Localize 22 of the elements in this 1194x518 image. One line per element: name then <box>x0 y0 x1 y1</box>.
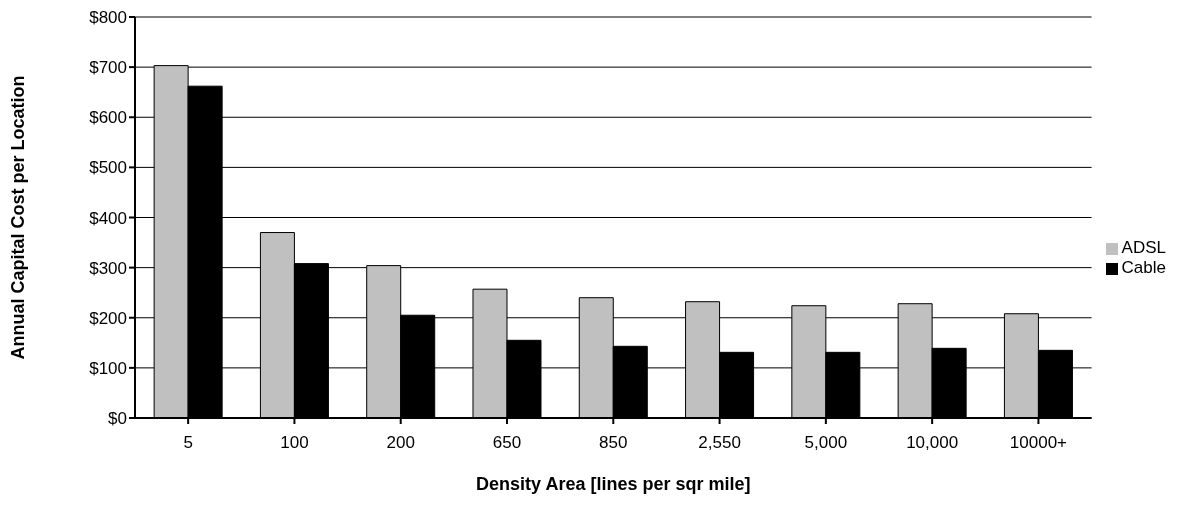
x-tick-label: 650 <box>492 433 522 453</box>
y-tick-label: $100 <box>89 358 127 378</box>
x-tick-label: 10,000 <box>906 433 959 453</box>
y-tick-label: $200 <box>89 308 127 328</box>
x-tick-label: 200 <box>386 433 415 453</box>
x-axis-title: Density Area [lines per sqr mile] <box>476 474 751 494</box>
y-tick-label: $700 <box>89 58 127 78</box>
x-tick-label: 2,550 <box>698 433 741 453</box>
y-tick-label: $400 <box>89 208 127 228</box>
x-tick-label: 100 <box>280 433 309 453</box>
legend-label: Cable <box>1121 258 1166 277</box>
y-tick-label: $800 <box>89 8 127 28</box>
y-tick-label: $300 <box>89 258 127 278</box>
x-tick-label: 5 <box>183 433 193 453</box>
y-tick-label: $0 <box>108 409 127 429</box>
y-axis-title: Annual Capital Cost per Location <box>8 75 29 360</box>
x-tick-label: 5,000 <box>804 433 848 453</box>
x-tick-label: 850 <box>599 433 628 453</box>
legend-label: ADSL <box>1121 238 1166 257</box>
y-tick-label: $500 <box>89 158 127 178</box>
x-tick-label: 10000+ <box>1009 433 1068 453</box>
y-tick-label: $600 <box>89 108 127 128</box>
